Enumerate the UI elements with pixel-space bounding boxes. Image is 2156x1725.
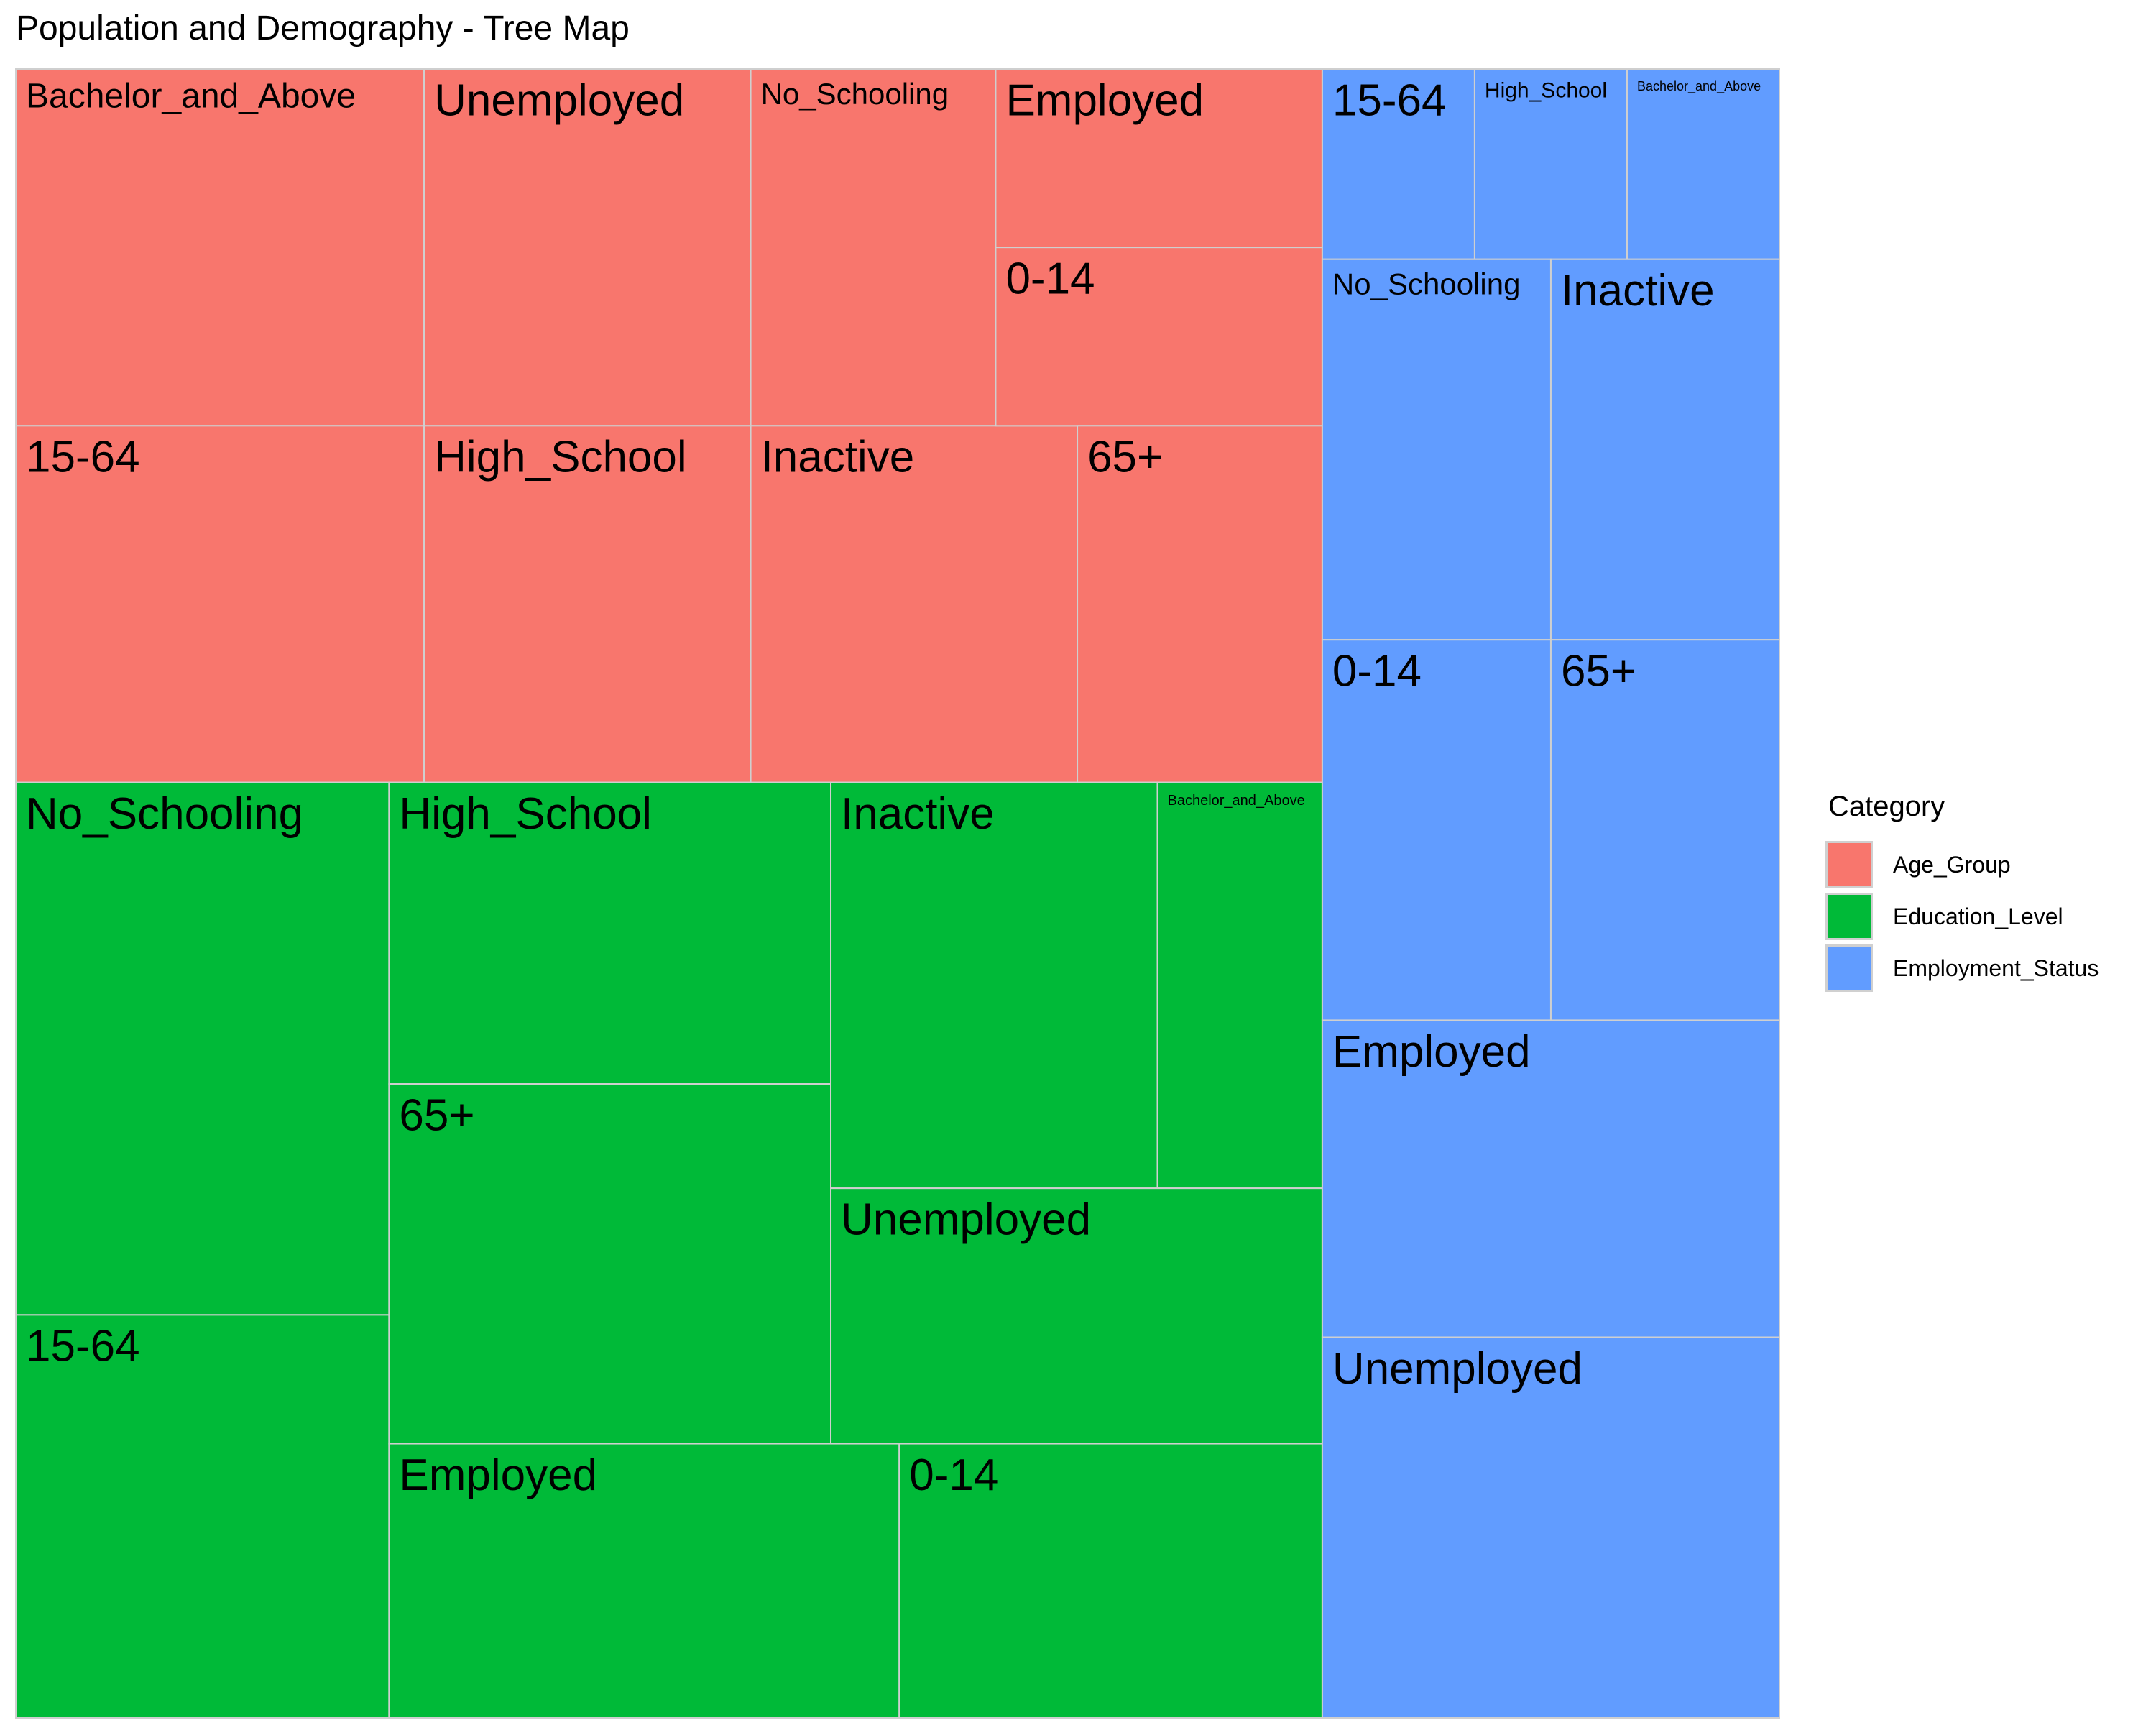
treemap-label-inactive: Inactive	[841, 789, 995, 839]
treemap-tile-education-level-unemployed	[830, 1187, 1323, 1445]
treemap-tile-education-level-0-14	[898, 1443, 1323, 1719]
treemap-label-15-64: 15-64	[1332, 75, 1447, 125]
legend-swatch-employment-status	[1825, 944, 1873, 992]
treemap-tile-employment-status-unemployed	[1321, 1336, 1780, 1719]
treemap-label-15-64: 15-64	[26, 1322, 140, 1371]
treemap-label-employed: Employed	[1005, 75, 1204, 125]
treemap-label-0-14: 0-14	[1005, 254, 1095, 304]
legend-label: Employment_Status	[1893, 954, 2099, 981]
legend-label: Education_Level	[1893, 903, 2063, 929]
treemap-tile-employment-status-65	[1549, 639, 1781, 1021]
legend: Category Age_Group Education_Level Emplo…	[1825, 791, 2099, 994]
treemap-label-high-school: High_School	[434, 433, 687, 482]
treemap-label-65: 65+	[1087, 433, 1163, 482]
treemap-tile-age-group-65	[1077, 425, 1323, 783]
treemap-tile-employment-status-employed	[1321, 1019, 1780, 1338]
legend-swatch-education-level	[1825, 893, 1873, 940]
treemap-label-65: 65+	[1561, 647, 1636, 696]
legend-title: Category	[1828, 791, 1945, 822]
treemap-label-no-schooling: No_Schooling	[1332, 267, 1521, 300]
treemap-tile-employment-status-no-schooling	[1321, 258, 1552, 641]
treemap-label-unemployed: Unemployed	[434, 75, 684, 125]
legend-item-education-level: Education_Level	[1825, 891, 2099, 942]
legend-item-age-group: Age_Group	[1825, 839, 2099, 891]
treemap-tile-employment-status-0-14	[1321, 639, 1552, 1021]
treemap-label-employed: Employed	[399, 1450, 597, 1500]
legend-label: Age_Group	[1893, 851, 2011, 878]
treemap-tile-age-group-no-schooling	[750, 68, 997, 427]
treemap-label-high-school: High_School	[399, 789, 652, 839]
treemap-label-bachelor-and-above: Bachelor_and_Above	[26, 77, 356, 115]
treemap-tile-education-level-high-school	[388, 781, 832, 1085]
treemap-label-15-64: 15-64	[26, 433, 140, 482]
treemap-tile-age-group-bachelor-and-above	[15, 68, 425, 427]
treemap-label-high-school: High_School	[1485, 78, 1607, 102]
treemap-tile-education-level-15-64	[15, 1314, 390, 1719]
treemap-tile-education-level-inactive	[830, 781, 1158, 1190]
treemap-label-no-schooling: No_Schooling	[26, 789, 303, 839]
legend-item-employment-status: Employment_Status	[1825, 942, 2099, 994]
treemap-tile-age-group-inactive	[750, 425, 1079, 783]
treemap-label-bachelor-and-above: Bachelor_and_Above	[1168, 793, 1305, 809]
treemap-label-65: 65+	[399, 1090, 474, 1140]
treemap-tile-age-group-0-14	[995, 247, 1323, 427]
treemap-label-unemployed: Unemployed	[841, 1195, 1091, 1245]
treemap-label-bachelor-and-above: Bachelor_and_Above	[1637, 79, 1761, 94]
treemap-label-no-schooling: No_Schooling	[761, 77, 949, 111]
treemap-label-employed: Employed	[1332, 1027, 1531, 1077]
treemap-label-0-14: 0-14	[1332, 647, 1422, 696]
treemap-tile-employment-status-inactive	[1549, 258, 1781, 641]
legend-swatch-age-group	[1825, 841, 1873, 888]
treemap-tile-education-level-no-schooling	[15, 781, 390, 1316]
chart-title: Population and Demography - Tree Map	[16, 9, 630, 47]
treemap-label-inactive: Inactive	[1561, 266, 1715, 316]
treemap-tile-education-level-employed	[388, 1443, 900, 1719]
treemap-tile-education-level-65	[388, 1083, 832, 1445]
treemap-tile-employment-status-bachelor-and-above	[1626, 68, 1780, 260]
treemap-tile-employment-status-high-school	[1473, 68, 1628, 260]
treemap-label-unemployed: Unemployed	[1332, 1344, 1583, 1394]
treemap-tile-education-level-bachelor-and-above	[1156, 781, 1323, 1190]
treemap-tile-age-group-high-school	[423, 425, 752, 783]
treemap-label-0-14: 0-14	[909, 1450, 998, 1500]
treemap-label-inactive: Inactive	[761, 433, 915, 482]
